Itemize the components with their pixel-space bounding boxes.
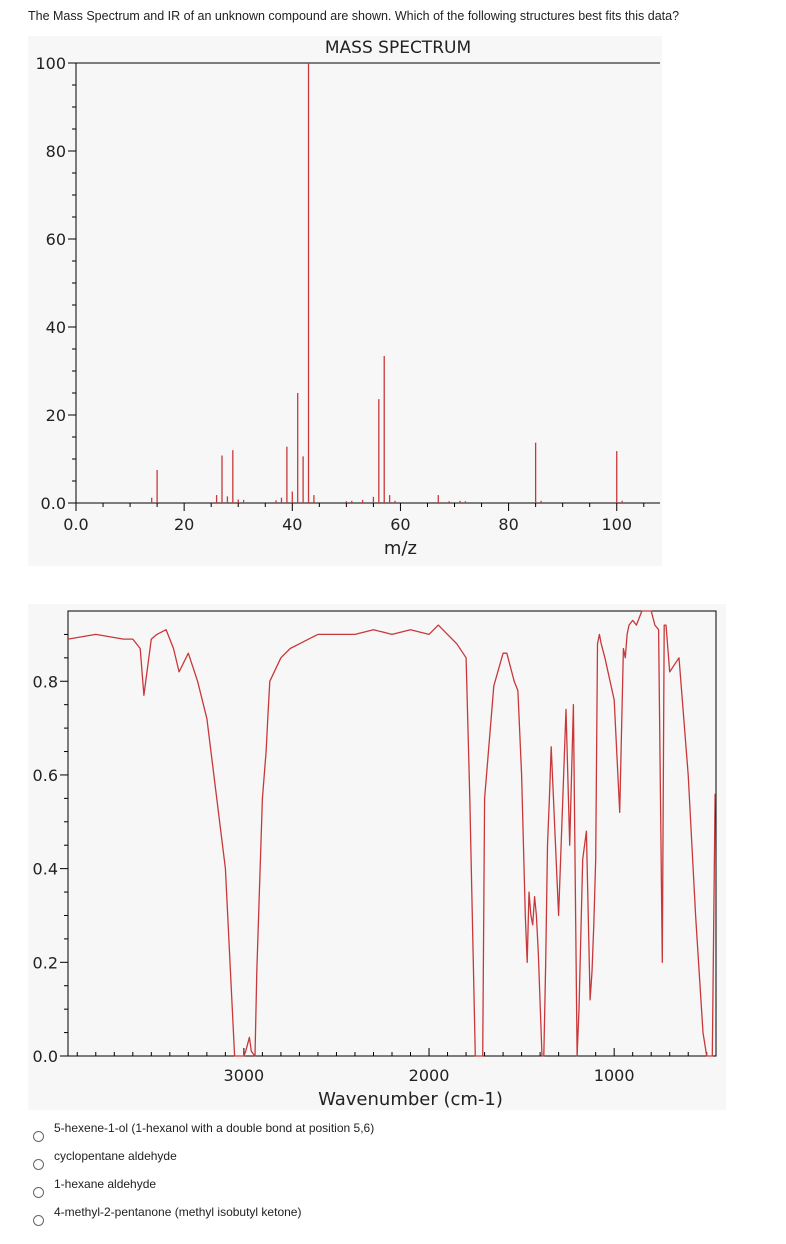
question-text: The Mass Spectrum and IR of an unknown c… (28, 9, 680, 23)
ir-spectrum-chart: 0.0 0.2 0.4 0.6 0.8 3000 2000 1000 Wavenumber (c… (28, 604, 726, 1110)
ir-series-line (67, 610, 716, 1057)
y-tick-label: 0.0 (33, 1047, 58, 1066)
x-tick-label: 2000 (409, 1066, 450, 1085)
y-tick-label: 0.4 (33, 860, 58, 879)
option-label: 5-hexene-1-ol (1-hexanol with a double b… (54, 1121, 375, 1135)
option-label: cyclopentane aldehyde (54, 1149, 177, 1163)
option-label: 4-methyl-2-pentanone (methyl isobutyl ke… (54, 1205, 302, 1219)
y-tick-label: 40 (46, 318, 66, 337)
y-tick-label: 0.2 (33, 953, 58, 972)
x-tick-label: 3000 (224, 1066, 265, 1085)
x-axis-label: Wavenumber (cm-1) (318, 1089, 503, 1110)
x-tick-label: 40 (282, 515, 302, 534)
radio-button[interactable] (33, 1215, 44, 1226)
y-tick-label: 100 (35, 54, 66, 73)
y-tick-label: 0.8 (33, 672, 58, 691)
x-tick-label: 1000 (594, 1066, 635, 1085)
x-tick-label: 20 (174, 515, 194, 534)
y-tick-label: 0.6 (33, 766, 58, 785)
radio-button[interactable] (33, 1159, 44, 1170)
x-axis-label: m/z (384, 538, 417, 559)
radio-button[interactable] (33, 1131, 44, 1142)
chart-title: MASS SPECTRUM (325, 38, 471, 58)
y-tick-label: 60 (46, 230, 66, 249)
y-tick-label: 20 (46, 406, 66, 425)
radio-button[interactable] (33, 1187, 44, 1198)
plot-background (28, 604, 726, 1110)
x-tick-label: 80 (498, 515, 518, 534)
y-tick-label: 80 (46, 142, 66, 161)
x-tick-label: 100 (601, 515, 632, 534)
mass-spectrum-chart: MASS SPECTRUM 0.0 20 40 60 80 100 0.0 20 40 60 80 10… (28, 36, 662, 566)
x-tick-label: 60 (390, 515, 410, 534)
x-tick-label: 0.0 (63, 515, 88, 534)
option-label: 1-hexane aldehyde (54, 1177, 157, 1191)
plot-background (28, 36, 662, 566)
y-tick-label: 0.0 (41, 494, 66, 513)
